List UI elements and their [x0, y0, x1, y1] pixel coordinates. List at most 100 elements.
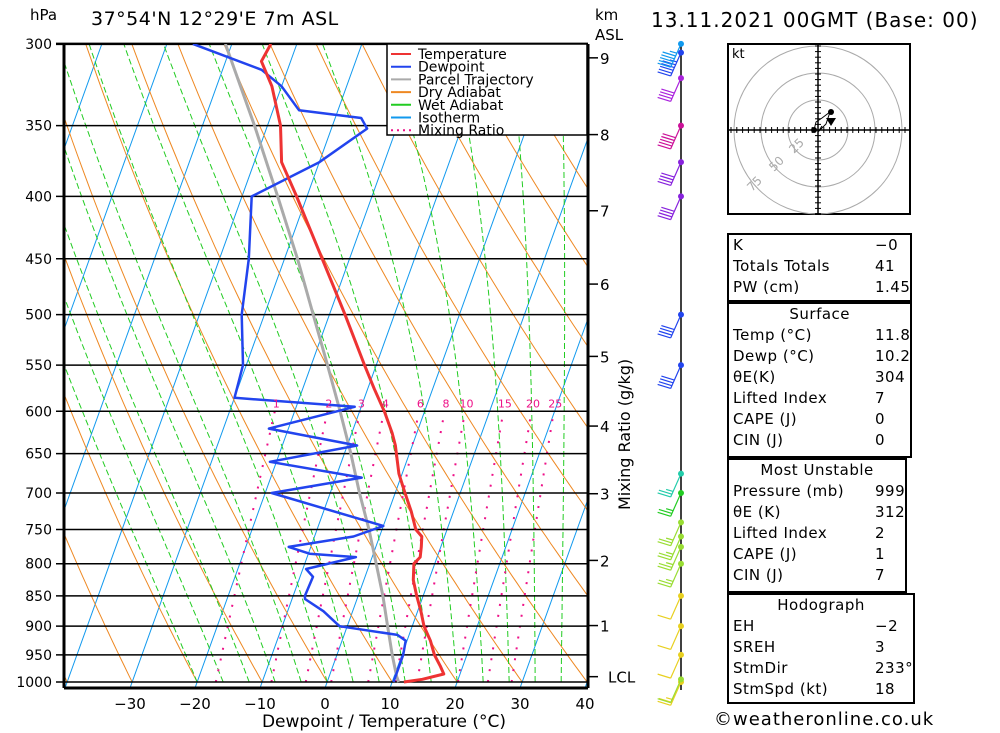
- hodograph-stats-panel: Hodograph EH −2 SREH 3 StmDir 233° StmSpd (kt)…: [727, 593, 916, 704]
- hodograph-stat-label: StmSpd (kt): [733, 680, 829, 698]
- wind-barb-flag: [659, 138, 674, 144]
- legend-box: [386, 43, 588, 136]
- most-unstable-value: 312: [875, 503, 906, 521]
- wind-barb-staff: [670, 625, 682, 650]
- mixing-ratio-label: 2: [325, 397, 332, 410]
- index-value: 1.45: [875, 278, 911, 296]
- wet-adiabat-line: [208, 44, 406, 683]
- parcel-trajectory-line: [223, 44, 401, 683]
- dry-adiabat-line: [131, 44, 458, 683]
- wind-barb-flag: [657, 565, 671, 571]
- wind-barb-flag: [657, 333, 671, 339]
- wind-barb-dot: [678, 122, 684, 129]
- dry-adiabat-line: [915, 44, 1000, 682]
- wind-barb-flag: [659, 175, 674, 181]
- isotherm-line: [194, 44, 428, 688]
- isotherm-line: [519, 497, 588, 688]
- wind-barb-flag: [658, 579, 673, 585]
- wind-barb-flag: [658, 552, 673, 558]
- wind-barb-dot: [678, 519, 684, 526]
- wind-barb: [657, 362, 684, 390]
- wind-barb-staff: [670, 563, 682, 588]
- isotherm-line: [324, 44, 558, 688]
- mixing-ratio-axis-title: Mixing Ratio (g/kg): [615, 359, 634, 510]
- wind-barb-flag: [661, 172, 675, 178]
- most-unstable-value: 7: [875, 566, 886, 584]
- wind-barb: [657, 470, 684, 498]
- surface-label: CIN (J): [733, 431, 784, 449]
- pressure-tick-label: 900: [25, 619, 52, 635]
- wind-barb-flag: [657, 144, 671, 150]
- wind-barb-dot: [678, 470, 684, 477]
- wind-barb-flag: [658, 212, 673, 218]
- height-tick-label: 7: [600, 203, 610, 221]
- isotherm-line: [129, 44, 363, 688]
- wind-barb-dot: [678, 362, 684, 369]
- surface-row: CIN (J) 0: [729, 430, 910, 451]
- mixing-ratio-label: 1: [273, 397, 280, 410]
- wind-barb-dot: [678, 676, 684, 683]
- isotherm-line: [64, 44, 298, 688]
- height-tick-label: 8: [600, 127, 610, 145]
- most-unstable-value: 1: [875, 545, 886, 563]
- pressure-tick-label: 950: [25, 648, 52, 664]
- wind-barb-flag: [659, 209, 674, 215]
- most-unstable-row: Lifted Index 2: [729, 523, 905, 544]
- surface-label: Dewp (°C): [733, 347, 815, 365]
- mixing-ratio-label: 3: [358, 397, 365, 410]
- height-tick-label: 5: [600, 348, 610, 366]
- wet-adiabat-line: [387, 44, 484, 683]
- location-title: 37°54'N 12°29'E 7m ASL: [91, 8, 339, 30]
- dry-adiabat-line: [407, 44, 588, 348]
- wind-barb-staff: [670, 522, 682, 546]
- wind-barb-staff: [670, 161, 682, 186]
- temperature-tick-label: 20: [445, 695, 464, 713]
- wind-barb-dot: [678, 311, 684, 318]
- pressure-tick-label: 800: [25, 557, 52, 573]
- mixing-ratio-label: 25: [548, 397, 562, 410]
- hodograph-stat-label: EH: [733, 617, 755, 635]
- wind-barb-flag: [657, 673, 671, 679]
- copyright: ©weatheronline.co.uk: [714, 709, 935, 730]
- indices-panel: K −0 Totals Totals 41 PW (cm) 1.45: [727, 233, 913, 302]
- wind-barb-flag: [657, 492, 671, 498]
- pressure-tick-label: 750: [25, 523, 52, 539]
- wind-barb-flag: [657, 96, 671, 102]
- wind-barb-flag: [665, 537, 674, 541]
- wind-barb-staff: [670, 43, 682, 68]
- wind-barb-flag: [658, 538, 673, 544]
- wind-barb-staff: [670, 314, 682, 339]
- temperature-tick-label: 30: [510, 695, 529, 713]
- hodograph-stat-row: StmDir 233°: [729, 658, 913, 679]
- height-tick-label: 1: [600, 618, 610, 636]
- surface-label: θE(K): [733, 368, 776, 386]
- wind-barb-staff: [670, 681, 682, 706]
- wind-barb-dot: [678, 75, 684, 82]
- hodograph-stat-value: 233°: [875, 659, 914, 677]
- hodograph-stat-value: 18: [875, 680, 896, 698]
- most-unstable-row: CAPE (J) 1: [729, 544, 905, 565]
- mixing-ratio-line: [214, 411, 276, 683]
- height-tick-label: 2: [600, 552, 610, 570]
- pressure-tick-label: 650: [25, 447, 52, 463]
- wind-barb-staff: [670, 492, 682, 517]
- hodograph-stat-value: 3: [875, 638, 886, 656]
- most-unstable-panel: Most Unstable Pressure (mb) 999 θE (K) 312 L…: [727, 458, 908, 593]
- hodograph-point: [828, 109, 834, 115]
- dry-adiabat-line: [453, 44, 588, 268]
- wind-barb-flag: [661, 375, 675, 381]
- wind-barb: [657, 122, 684, 150]
- most-unstable-label: CAPE (J): [733, 545, 798, 563]
- wind-barb-dot: [678, 489, 684, 496]
- wind-barb-flag: [658, 508, 673, 515]
- index-row: PW (cm) 1.45: [729, 277, 910, 298]
- wind-barb-flag: [657, 541, 671, 547]
- wind-barb-flag: [662, 60, 676, 66]
- storm-motion-marker: [826, 118, 836, 126]
- wind-barb-flag: [662, 51, 676, 57]
- pressure-unit-label: hPa: [30, 6, 57, 24]
- wet-adiabat-line: [123, 44, 354, 683]
- wind-barb-staff: [670, 473, 682, 498]
- wind-barb-flag: [661, 62, 675, 69]
- wind-barb-flag: [658, 178, 673, 184]
